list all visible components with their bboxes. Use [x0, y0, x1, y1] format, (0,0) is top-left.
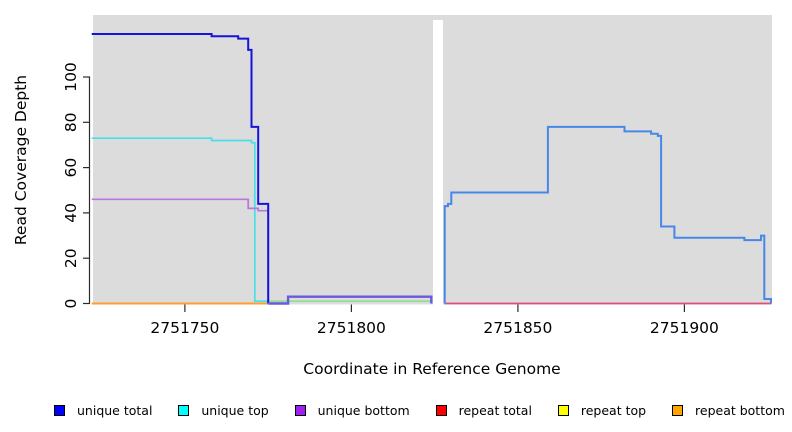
- legend-label: unique total: [77, 402, 153, 418]
- repeat-top-swatch-icon: [557, 404, 569, 416]
- unique-total-swatch-icon: [54, 404, 65, 416]
- svg-text:2751900: 2751900: [650, 319, 719, 337]
- legend-item-repeat-top: repeat top: [557, 402, 647, 418]
- svg-text:80: 80: [62, 112, 80, 132]
- unique-top-swatch-icon: [178, 404, 190, 416]
- legend-item-unique-top: unique top: [178, 402, 269, 418]
- repeat-total-swatch-icon: [435, 404, 447, 416]
- legend-label: repeat bottom: [695, 402, 785, 418]
- legend-item-unique-total: unique total: [54, 403, 152, 418]
- legend-item-unique-bottom: unique bottom: [294, 402, 410, 418]
- svg-text:100: 100: [62, 62, 80, 92]
- unique-bottom-swatch-icon: [294, 404, 306, 416]
- legend-item-repeat-total: repeat total: [435, 402, 532, 418]
- svg-text:20: 20: [62, 248, 80, 268]
- svg-text:2751750: 2751750: [150, 319, 219, 337]
- x-axis-title: Coordinate in Reference Genome: [303, 360, 561, 378]
- legend-label: unique top: [201, 402, 269, 418]
- legend-item-repeat-bottom: repeat bottom: [672, 403, 785, 418]
- svg-text:60: 60: [62, 158, 80, 178]
- legend-label: repeat total: [458, 402, 532, 418]
- repeat-bottom-swatch-icon: [672, 404, 684, 416]
- svg-text:2751800: 2751800: [317, 319, 386, 337]
- legend-label: repeat top: [580, 402, 647, 418]
- legend: unique total unique top unique bottom re…: [54, 399, 785, 421]
- svg-text:2751850: 2751850: [483, 319, 552, 337]
- y-axis-title: Read Coverage Depth: [12, 74, 30, 246]
- svg-text:40: 40: [62, 203, 80, 223]
- svg-text:0: 0: [62, 299, 80, 309]
- legend-label: unique bottom: [317, 402, 410, 418]
